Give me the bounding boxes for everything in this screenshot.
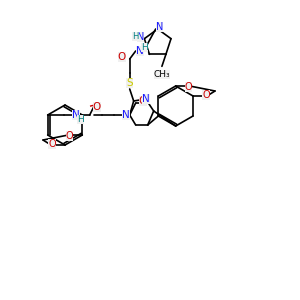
Text: N: N: [122, 110, 130, 120]
Text: H: H: [132, 32, 139, 41]
Text: H: H: [77, 115, 84, 124]
Text: O: O: [202, 90, 210, 100]
Text: H: H: [141, 43, 148, 52]
Text: N: N: [137, 32, 144, 42]
Text: N: N: [136, 46, 144, 56]
Text: N: N: [142, 94, 150, 104]
Text: O: O: [139, 96, 147, 106]
Text: O: O: [185, 82, 193, 92]
Text: O: O: [48, 139, 56, 149]
Text: N: N: [156, 22, 164, 32]
Text: O: O: [118, 52, 126, 62]
Text: S: S: [126, 78, 133, 88]
Text: O: O: [93, 102, 101, 112]
Text: N: N: [72, 110, 80, 120]
Text: CH₃: CH₃: [154, 70, 170, 79]
Text: O: O: [65, 131, 73, 141]
